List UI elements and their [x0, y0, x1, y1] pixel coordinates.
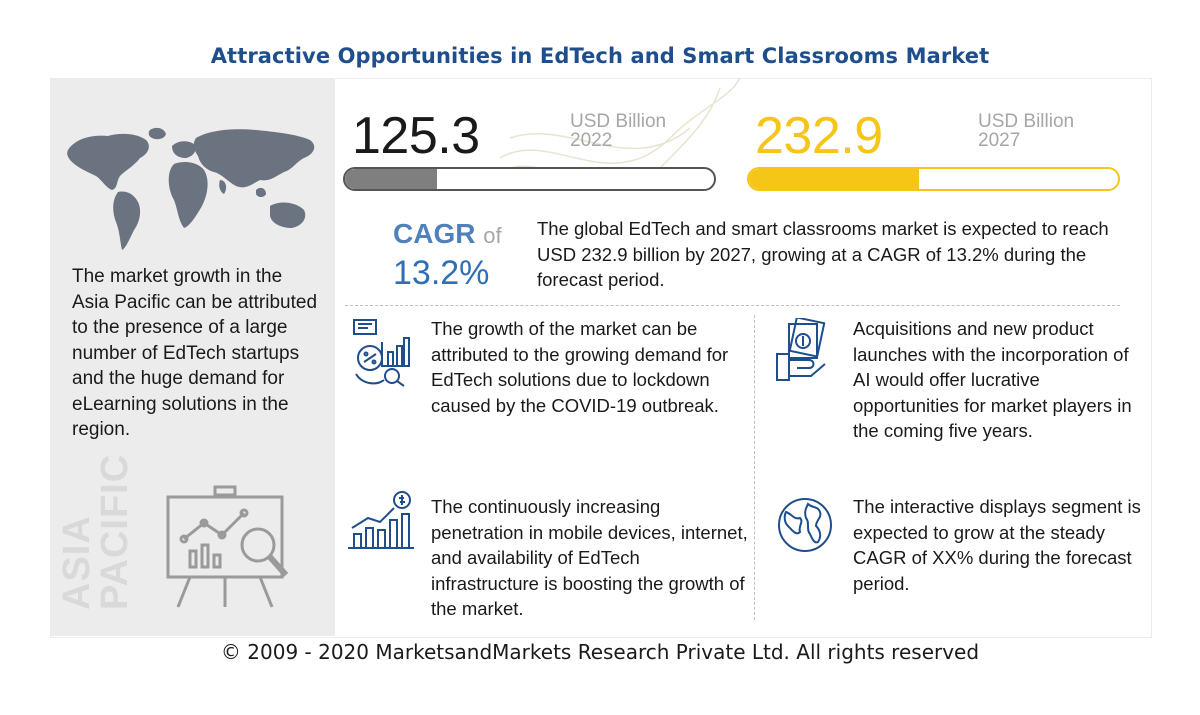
bar-2027 [747, 167, 1120, 191]
money-hand-icon [776, 318, 826, 381]
analytics-chart-icon [353, 319, 410, 387]
divider-horizontal [345, 305, 1120, 306]
region-label-line2: PACIFIC [94, 453, 136, 610]
bar-2022-fill [345, 169, 438, 189]
unit-2022: USD Billion [570, 111, 667, 132]
page-title: Attractive Opportunities in EdTech and S… [210, 44, 990, 68]
value-2027: 232.9 [755, 107, 883, 165]
bar-2022 [343, 167, 716, 191]
presentation-board-icon [166, 485, 289, 608]
copyright-footer: © 2009 - 2020 MarketsandMarkets Research… [220, 640, 980, 664]
globe-icon [778, 498, 832, 552]
growth-bar-chart-icon [348, 491, 414, 549]
region-label: ASIA PACIFIC [56, 450, 136, 610]
year-2022: 2022 [570, 130, 613, 151]
cagr-value: 13.2% [393, 254, 490, 292]
market-summary: The global EdTech and smart classrooms m… [537, 218, 1109, 290]
value-2022: 125.3 [352, 107, 480, 165]
year-2027: 2027 [978, 130, 1021, 151]
world-map-icon [67, 127, 315, 250]
card-acquisitions-text: Acquisitions and new product launches wi… [853, 318, 1132, 441]
decorative-curves [490, 78, 741, 186]
bar-2027-fill [749, 169, 919, 189]
cagr-label: CAGR of [393, 218, 502, 250]
divider-vertical [754, 315, 755, 620]
card-penetration-text: The continuously increasing penetration … [431, 496, 748, 619]
region-description: The market growth in the Asia Pacific ca… [72, 266, 318, 440]
cagr-label-text: CAGR [393, 218, 476, 249]
card-displays-text: The interactive displays segment is expe… [853, 496, 1141, 594]
cagr-of-text: of [483, 223, 502, 248]
unit-2027: USD Billion [978, 111, 1075, 132]
region-label-line1: ASIA [56, 515, 98, 610]
card-demand-text: The growth of the market can be attribut… [431, 318, 729, 416]
